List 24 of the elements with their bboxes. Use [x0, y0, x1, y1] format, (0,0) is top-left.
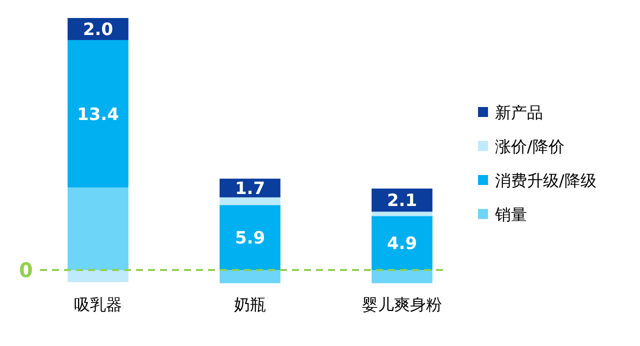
legend-label: 新产品: [495, 102, 543, 122]
x-tick-label: 吸乳器: [74, 295, 122, 314]
data-label: 2.1: [386, 191, 418, 212]
bar: [372, 270, 432, 284]
data-label: 2.0: [82, 20, 114, 40]
bar: [220, 270, 280, 284]
bar: [68, 40, 128, 188]
bar: [220, 205, 280, 270]
data-label: 1.7: [234, 179, 266, 200]
bar: [68, 187, 128, 270]
x-tick-label: 奶瓶: [234, 295, 266, 314]
data-label: 13.4: [77, 104, 120, 125]
bar: [372, 212, 432, 216]
ref-line-label: 0: [19, 258, 33, 282]
data-label: 5.9: [234, 228, 266, 249]
legend-label: 销量: [494, 204, 527, 224]
bar: [68, 270, 128, 282]
bar: [220, 178, 280, 198]
bar: [220, 197, 280, 206]
x-tick-label: 婴儿爽身粉: [362, 295, 442, 314]
legend-label: 涨价/降价: [495, 136, 564, 156]
legend-label: 消费升级/降级: [495, 170, 596, 190]
bar: [372, 216, 432, 270]
data-label: 4.9: [386, 234, 418, 254]
